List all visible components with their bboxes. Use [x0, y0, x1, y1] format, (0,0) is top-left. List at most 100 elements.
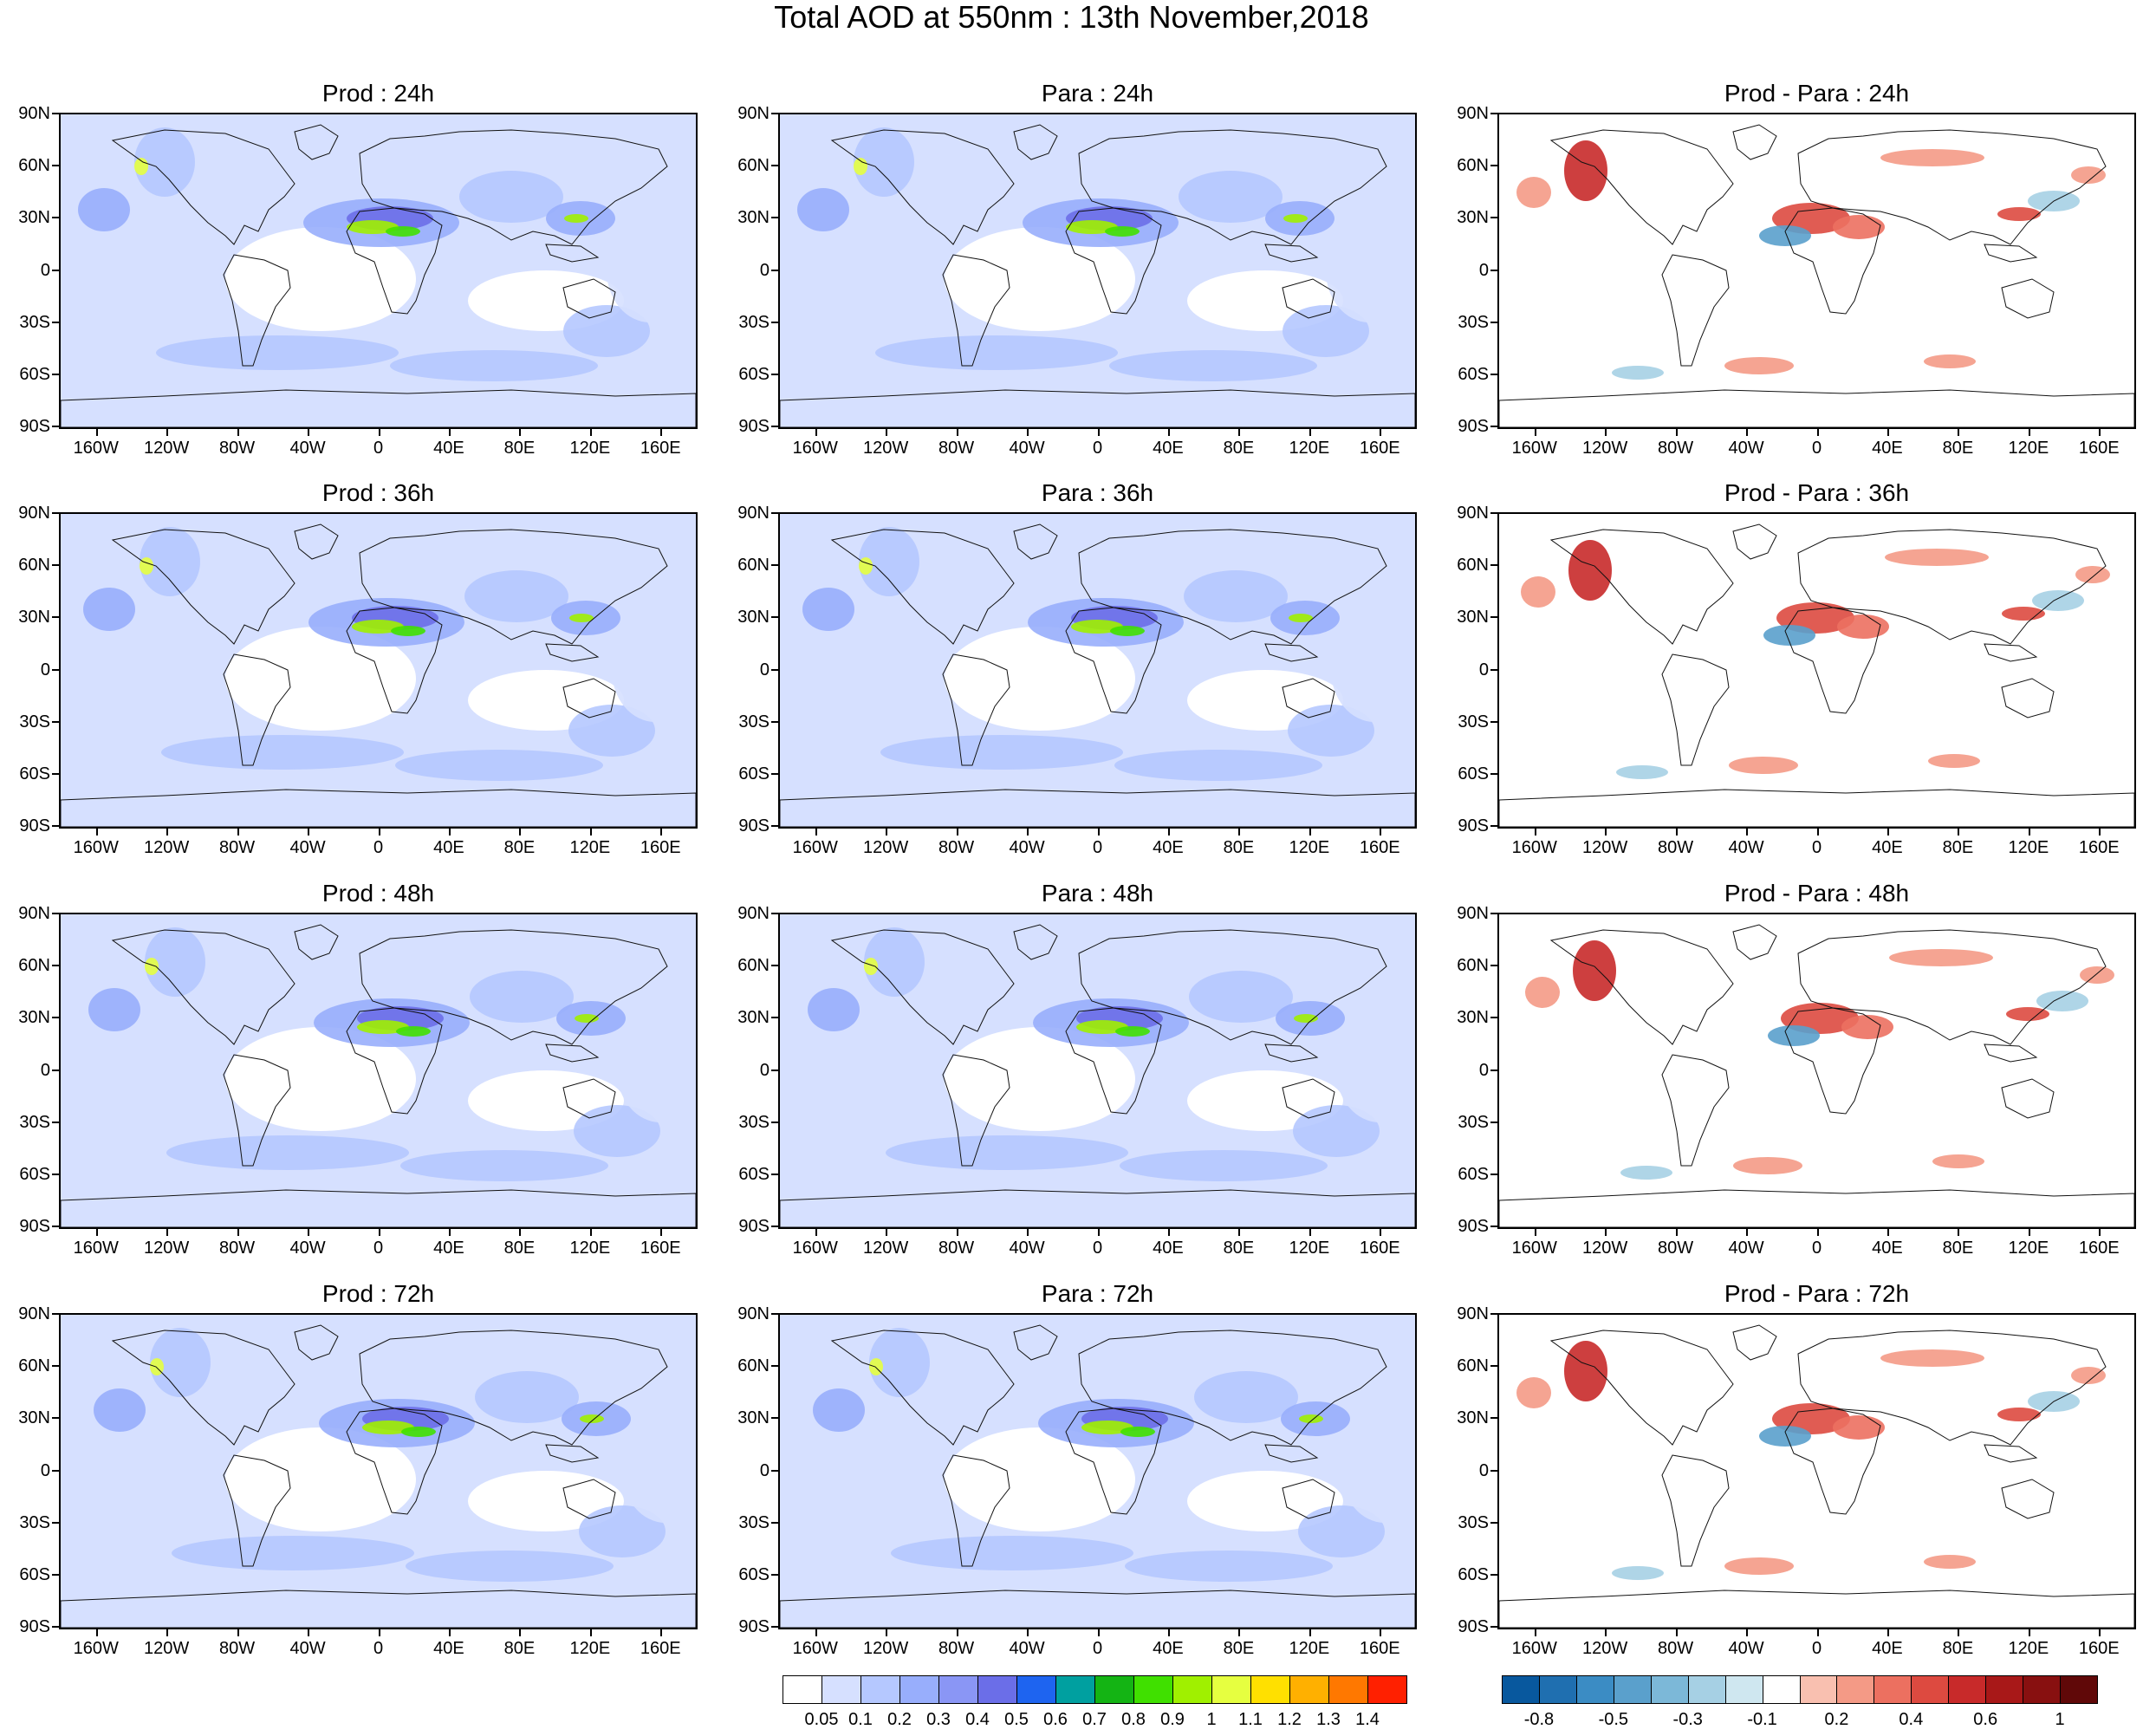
colorbar-swatch [821, 1675, 861, 1704]
longitude-label: 40W [289, 1239, 326, 1258]
aod-plume [78, 188, 130, 231]
latitude-tick [771, 616, 778, 619]
longitude-label: 120W [144, 1239, 190, 1258]
longitude-label: 0 [1811, 1639, 1822, 1658]
aod-plume [864, 927, 925, 997]
coastline [223, 254, 291, 367]
coastline [1078, 1330, 1387, 1446]
aod-plume [150, 1328, 211, 1397]
coastline [1661, 1454, 1730, 1567]
world-map [59, 913, 698, 1229]
longitude-label: 160W [792, 439, 838, 458]
longitude-label: 120E [569, 439, 611, 458]
world-map [1497, 113, 2136, 429]
longitude-label: 80W [219, 1239, 256, 1258]
aod-colorbar: 0.05 0.1 0.2 0.3 0.4 0.5 0.6 0.7 0.8 0.9 1 1.1 1.2 1.… [783, 1675, 1407, 1736]
coastline [223, 1054, 291, 1167]
aod-plume [880, 735, 1123, 770]
aod-plume [1076, 1020, 1128, 1034]
latitude-label: 60S [19, 764, 50, 783]
longitude-label: 80E [1942, 1239, 1974, 1258]
latitude-tick [1490, 321, 1497, 323]
difference-patch [2036, 991, 2088, 1011]
longitude-label: 120W [863, 1639, 909, 1658]
longitude-tick [1534, 1229, 1536, 1236]
latitude-label: 0 [1478, 660, 1489, 679]
longitude-tick [886, 1629, 888, 1636]
aod-plume [1283, 305, 1369, 357]
latitude-label: 30N [1457, 1008, 1489, 1028]
difference-patch [2075, 566, 2110, 583]
latitude-label: 60S [19, 1164, 50, 1184]
longitude-tick [237, 1629, 239, 1636]
latitude-label: 30N [1457, 608, 1489, 627]
latitude-tick [52, 1121, 59, 1123]
latitude-label: 30S [738, 312, 770, 332]
aod-plume [94, 1388, 146, 1432]
longitude-label: 80W [219, 439, 256, 458]
longitude-label: 40E [1872, 838, 1903, 857]
coastline [61, 1590, 696, 1628]
latitude-label: 60S [738, 364, 770, 384]
coastline [294, 924, 339, 960]
longitude-tick [2099, 429, 2101, 436]
map-field-plot [1499, 124, 2134, 427]
latitude-label: 90N [1457, 504, 1489, 523]
aod-plume [563, 305, 650, 357]
latitude-tick [771, 1365, 778, 1368]
coastline [780, 789, 1415, 827]
coastline [562, 1078, 616, 1119]
difference-patch [2071, 166, 2106, 184]
longitude-tick [956, 1629, 958, 1636]
colorbar-label: 0.8 [1121, 1710, 1146, 1729]
longitude-tick [1027, 1229, 1029, 1236]
latitude-label: 30S [19, 312, 50, 332]
colorbar-label: 0.05 [804, 1710, 839, 1729]
map-field-plot [1499, 523, 2134, 827]
difference-patch [1612, 1566, 1664, 1580]
longitude-label: 120E [1289, 439, 1330, 458]
longitude-label: 160E [2078, 1239, 2120, 1258]
longitude-tick [448, 429, 451, 436]
latitude-label: 30N [1457, 208, 1489, 228]
aod-plume [83, 588, 135, 631]
longitude-tick [378, 1229, 380, 1236]
latitude-tick [52, 113, 59, 114]
latitude-tick [52, 1626, 59, 1628]
aod-plume [564, 214, 588, 223]
aod-plume [1109, 350, 1317, 381]
longitude-label: 40W [1728, 1639, 1764, 1658]
latitude-label: 30N [18, 1408, 50, 1428]
aod-plume [574, 1105, 660, 1157]
difference-patch [1768, 1025, 1820, 1046]
latitude-tick [1490, 1626, 1497, 1628]
aod-plume [145, 927, 205, 997]
world-map [1497, 913, 2136, 1229]
low-aod-region [225, 1027, 416, 1131]
latitude-label: 60N [737, 1356, 770, 1376]
longitude-tick [1309, 1629, 1311, 1636]
longitude-tick [1746, 429, 1749, 436]
aod-plume [971, 145, 1109, 188]
longitude-label: 120W [144, 838, 190, 857]
map-panel: Prod - Para : 72h 90N 60N 30N 0 30S 60S 90S 160W… [1438, 1280, 2136, 1670]
panel-title: Prod : 36h [321, 479, 435, 506]
latitude-tick [52, 965, 59, 967]
colorbar-swatch [1762, 1675, 1801, 1704]
coastline [346, 607, 443, 714]
coastline [562, 1479, 616, 1519]
aod-plume [88, 988, 140, 1031]
colorbar-label: 0.9 [1160, 1710, 1185, 1729]
longitude-tick [956, 1229, 958, 1236]
coastline [223, 1454, 291, 1567]
latitude-tick [771, 772, 778, 775]
low-aod-region [945, 627, 1135, 731]
longitude-tick [1958, 429, 1960, 436]
coastline [1549, 1330, 1734, 1446]
latitude-label: 30S [738, 712, 770, 731]
longitude-label: 0 [1092, 439, 1103, 458]
latitude-tick [52, 1521, 59, 1524]
colorbar-label: 0.3 [926, 1710, 951, 1729]
longitude-label: 160W [1511, 439, 1557, 458]
coastline [942, 254, 1010, 367]
